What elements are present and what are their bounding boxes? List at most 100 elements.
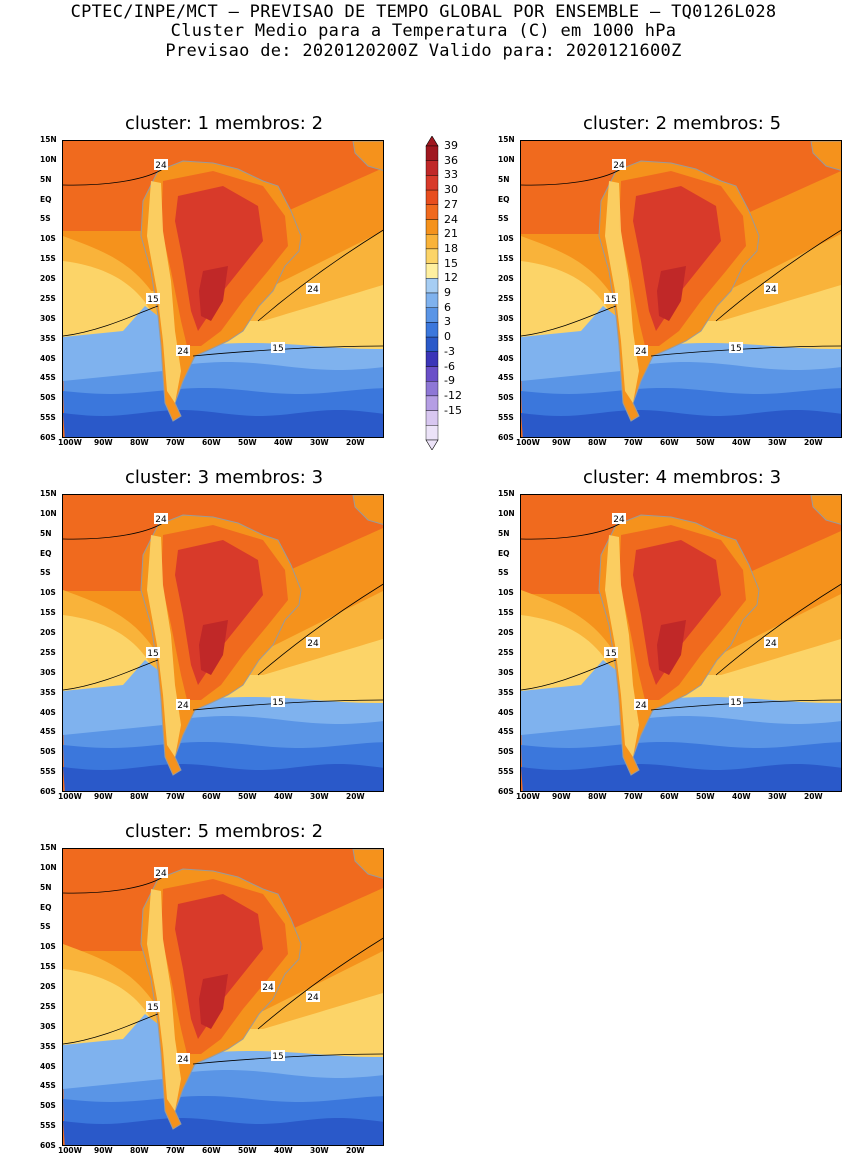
lon-tick-label: 100W xyxy=(516,438,540,447)
lat-tick-label: 5S xyxy=(498,214,509,224)
lat-tick-label: 10S xyxy=(498,234,514,244)
lat-tick-label: 10N xyxy=(498,154,515,164)
lon-tick-label: 80W xyxy=(130,438,149,447)
lat-tick-label: 5S xyxy=(40,214,51,224)
svg-text:15: 15 xyxy=(147,649,158,659)
lat-tick-label: 15S xyxy=(40,254,56,264)
lat-tick-label: 45S xyxy=(498,727,514,737)
svg-text:24: 24 xyxy=(177,1055,189,1065)
contour-label: 24 xyxy=(176,1053,190,1065)
lat-tick-label: 60S xyxy=(40,1141,56,1150)
lat-tick-label: 40S xyxy=(498,353,514,363)
lon-tick-label: 40W xyxy=(274,438,293,447)
lon-tick-label: 20W xyxy=(346,438,365,447)
header-line-1: CPTEC/INPE/MCT — PREVISAO DE TEMPO GLOBA… xyxy=(70,2,777,22)
colorbar-label: 0 xyxy=(444,330,451,344)
colorbar-swatch xyxy=(425,145,439,161)
lat-tick-label: 5S xyxy=(40,568,51,578)
lat-tick-label: 50S xyxy=(498,393,514,403)
lat-tick-label: 60S xyxy=(498,787,514,796)
contour-label: 24 xyxy=(306,283,320,295)
lon-tick-label: 80W xyxy=(588,438,607,447)
colorbar-swatch xyxy=(425,248,439,264)
lon-tick-label: 70W xyxy=(166,438,185,447)
contour-label: 24 xyxy=(154,513,168,525)
lat-tick-label: 45S xyxy=(498,373,514,383)
contour-label: 15 xyxy=(146,293,160,305)
lon-tick-label: 80W xyxy=(588,792,607,801)
lon-tick-label: 20W xyxy=(346,1146,365,1155)
panel-title: cluster: 4 membros: 3 xyxy=(582,467,782,488)
svg-text:15: 15 xyxy=(272,1052,283,1062)
panel-title: cluster: 3 membros: 3 xyxy=(124,467,324,488)
lat-tick-label: 5N xyxy=(40,528,52,538)
colorbar-swatch xyxy=(425,410,439,426)
lat-tick-label: 35S xyxy=(498,687,514,697)
contour-label: 15 xyxy=(271,1050,285,1062)
lon-tick-label: 90W xyxy=(552,792,571,801)
lat-tick-label: 60S xyxy=(498,433,514,442)
lon-tick-label: 60W xyxy=(660,438,679,447)
lon-tick-label: 100W xyxy=(58,792,82,801)
map-canvas: 24 24 15 24 15 xyxy=(63,141,383,437)
lon-tick-label: 40W xyxy=(274,792,293,801)
lon-tick-label: 30W xyxy=(310,438,329,447)
lat-tick-label: 30S xyxy=(498,667,514,677)
lat-tick-label: EQ xyxy=(498,548,510,558)
lon-tick-label: 100W xyxy=(58,1146,82,1155)
colorbar-swatch xyxy=(425,336,439,353)
contour-label: 24 xyxy=(612,159,626,171)
lat-tick-label: 35S xyxy=(40,687,56,697)
lat-tick-label: 10S xyxy=(40,942,56,952)
lat-tick-label: 55S xyxy=(40,413,56,423)
lon-tick-label: 20W xyxy=(804,438,823,447)
temperature-map: 24 24 15 24 15 xyxy=(62,494,384,792)
svg-text:24: 24 xyxy=(155,161,167,171)
colorbar-label: 30 xyxy=(444,183,458,197)
lat-tick-label: 10N xyxy=(40,862,57,872)
colorbar-swatch xyxy=(425,263,439,279)
lat-tick-label: 10S xyxy=(40,234,56,244)
colorbar-label: -12 xyxy=(444,388,462,402)
colorbar-label: 15 xyxy=(444,256,458,270)
lat-tick-label: 15N xyxy=(40,843,57,852)
lat-tick-label: 25S xyxy=(498,647,514,657)
colorbar-label: 6 xyxy=(444,300,451,314)
colorbar-label: 27 xyxy=(444,197,458,211)
lon-tick-label: 40W xyxy=(732,792,751,801)
lat-tick-label: 10N xyxy=(498,508,515,518)
colorbar-swatch xyxy=(425,160,439,176)
svg-text:24: 24 xyxy=(177,347,189,357)
lon-tick-label: 40W xyxy=(732,438,751,447)
lon-tick-label: 70W xyxy=(166,1146,185,1155)
lat-tick-label: 55S xyxy=(498,413,514,423)
lat-tick-label: 15N xyxy=(40,135,57,144)
temperature-map: 24 24 15 24 15 xyxy=(520,494,842,792)
temperature-map: 24 24 15 24 15 xyxy=(520,140,842,438)
contour-label: 24 xyxy=(306,991,320,1003)
colorbar-label: -9 xyxy=(444,374,455,388)
lat-tick-label: 5S xyxy=(40,922,51,932)
svg-text:24: 24 xyxy=(765,639,777,649)
contour-label: 24 xyxy=(176,699,190,711)
colorbar-swatch xyxy=(425,351,439,367)
lon-tick-label: 100W xyxy=(516,792,540,801)
lat-tick-label: 40S xyxy=(40,707,56,717)
contour-label: 24 xyxy=(634,699,648,711)
lat-tick-label: 55S xyxy=(498,767,514,777)
svg-text:24: 24 xyxy=(307,993,319,1003)
lat-tick-label: 45S xyxy=(40,373,56,383)
colorbar-swatch xyxy=(425,219,439,235)
svg-text:24: 24 xyxy=(765,285,777,295)
svg-text:24: 24 xyxy=(635,347,647,357)
map-canvas: 24 24 15 24 15 xyxy=(521,141,841,437)
svg-text:24: 24 xyxy=(307,639,319,649)
lon-tick-label: 20W xyxy=(346,792,365,801)
svg-text:24: 24 xyxy=(307,285,319,295)
lat-tick-label: 40S xyxy=(498,707,514,717)
lon-tick-label: 90W xyxy=(94,1146,113,1155)
svg-text:15: 15 xyxy=(147,1003,158,1013)
lat-tick-label: 15S xyxy=(498,608,514,618)
lat-tick-label: 5N xyxy=(498,528,510,538)
lon-tick-label: 30W xyxy=(768,438,787,447)
